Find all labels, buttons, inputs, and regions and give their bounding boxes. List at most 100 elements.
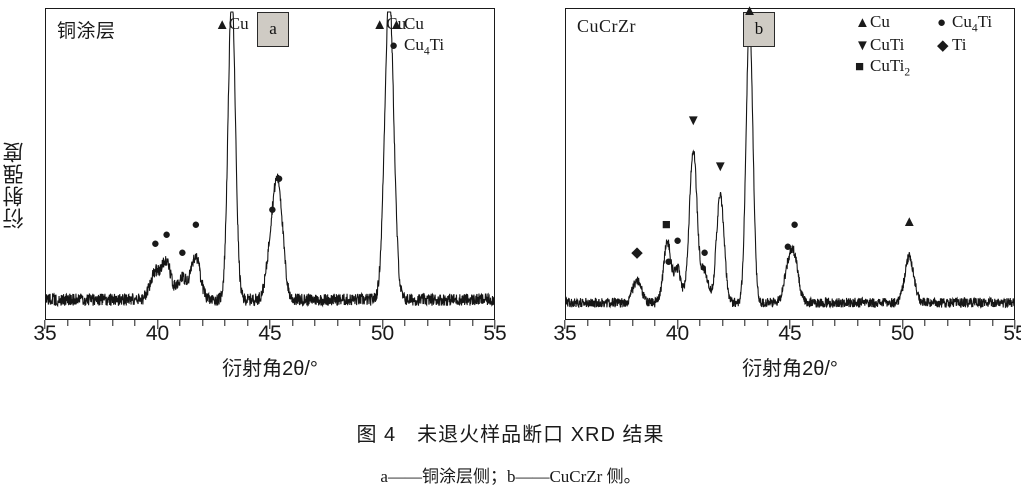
sample-name-b: CuCrZr	[577, 16, 636, 36]
x-axis-ticks-b	[564, 320, 1016, 329]
legend-label-cu: Cu	[404, 14, 424, 33]
peak-marker-cu4ti: ●	[177, 244, 187, 261]
x-tick-label: 40	[145, 322, 170, 345]
triangle-up-icon: ▲	[214, 17, 230, 33]
peak-marker-cu4ti: ●	[699, 244, 710, 261]
panel-b: 衍射强度 b CuCrZr ▲ Cu ● Cu4Ti	[512, 0, 1021, 400]
x-tick	[969, 320, 971, 326]
panel-a: 衍射强度 a 铜涂层 ▲ Cu ● Cu4Ti ▲ Cu	[0, 0, 510, 400]
figure-caption: 图 4 未退火样品断口 XRD 结果	[356, 424, 665, 446]
x-tick-label: 35	[553, 322, 577, 345]
x-axis-label-a: 衍射角2θ/°	[222, 358, 318, 380]
xrd-trace-b	[565, 8, 1015, 320]
sample-name-a: 铜涂层	[57, 21, 116, 42]
y-axis-label-a: 衍射强度	[3, 141, 26, 229]
x-tick	[449, 320, 451, 326]
x-tick	[179, 320, 181, 326]
legend-a: ▲ Cu ● Cu4Ti	[389, 14, 444, 58]
panel-tag-a: a	[257, 12, 289, 47]
xrd-trace-a	[45, 8, 495, 320]
x-tick-label: 50	[370, 322, 395, 345]
x-tick	[269, 320, 271, 329]
x-tick-label: 55	[483, 322, 507, 345]
peak-callout-cu-43: ▲ Cu	[215, 14, 249, 34]
x-tick	[879, 320, 881, 326]
legend-b: ▲ Cu ● Cu4Ti ▼ CuTi ◆ Ti	[855, 12, 1019, 79]
legend-row: ● Cu4Ti	[389, 35, 444, 58]
x-tick	[1014, 320, 1016, 329]
circle-icon: ●	[937, 15, 947, 31]
x-tick	[924, 320, 926, 326]
peak-callout-cu-50: ▲ Cu	[372, 14, 406, 34]
x-tick-label: 50	[890, 322, 915, 345]
legend-label-ti: Ti	[952, 35, 967, 55]
x-tick	[676, 320, 679, 329]
plot-frame-b	[565, 8, 1015, 320]
plot-area-a: a 铜涂层 ▲ Cu ● Cu4Ti ▲ Cu ▲ Cu ● ● ● ● ●	[44, 8, 496, 329]
legend-entry-cuti2: ■ CuTi2	[855, 56, 937, 79]
x-tick	[156, 320, 159, 329]
x-tick	[811, 320, 814, 326]
x-tick	[856, 320, 859, 326]
figure-subcaption: a——铜涂层侧；b——CuCrZr 侧。	[380, 467, 641, 486]
legend-row: ▲ Cu ● Cu4Ti	[855, 12, 1019, 35]
x-tick	[471, 320, 474, 326]
peak-marker-ti: ◆	[631, 244, 643, 261]
x-tick	[66, 320, 69, 326]
x-tick	[654, 320, 656, 326]
triangle-up-icon: ▲	[855, 15, 870, 31]
legend-entry-cu4ti: ● Cu4Ti	[937, 12, 1019, 35]
x-tick	[564, 320, 566, 329]
x-tick	[631, 320, 634, 326]
x-tick	[381, 320, 384, 329]
legend-label-cuti: CuTi	[870, 35, 905, 55]
peak-marker-cu4ti: ●	[161, 226, 172, 243]
x-tick	[744, 320, 746, 326]
x-tick	[246, 320, 249, 326]
x-tick	[224, 320, 226, 326]
x-tick	[991, 320, 994, 326]
x-tick	[111, 320, 114, 326]
x-tick	[134, 320, 136, 326]
x-tick	[834, 320, 836, 326]
legend-label-cuti2: CuTi2	[870, 55, 911, 79]
plot-frame-a	[45, 8, 495, 320]
plot-area-b: b CuCrZr ▲ Cu ● Cu4Ti ▼ CuTi	[564, 4, 1016, 329]
peak-marker-cuti2: ■	[661, 217, 671, 234]
circle-icon: ●	[389, 37, 399, 54]
peak-marker-cuti: ▼	[712, 159, 728, 176]
x-tick	[609, 320, 611, 326]
peak-marker-cu: ▲	[742, 3, 757, 20]
x-tick-label: 45	[258, 322, 282, 345]
triangle-up-icon: ▲	[389, 17, 404, 33]
x-tick-label: 45	[778, 322, 802, 345]
peak-marker-cu: ▲	[901, 214, 917, 231]
peak-marker-cu4ti: ●	[191, 217, 201, 234]
x-tick-label: 35	[33, 322, 57, 345]
x-tick	[44, 320, 46, 329]
panel-tag-b: b	[743, 12, 775, 47]
peak-marker-cu4ti: ●	[274, 171, 284, 188]
x-axis-tick-labels-b: 35 40 45 50 55	[553, 322, 1021, 348]
triangle-down-icon: ▼	[855, 38, 870, 55]
x-axis-label-b: 衍射角2θ/°	[742, 358, 838, 380]
peak-marker-cu4ti: ●	[663, 254, 674, 271]
x-tick	[201, 320, 204, 326]
peak-marker-cu4ti: ●	[672, 232, 683, 249]
legend-entry-cu: ▲ Cu	[855, 12, 937, 33]
x-tick	[789, 320, 791, 329]
x-tick	[426, 320, 429, 326]
x-tick	[901, 320, 904, 329]
x-tick	[359, 320, 361, 326]
x-axis-tick-labels-a: 35 40 45 50 55	[33, 322, 506, 348]
legend-label-cu4ti: Cu4Ti	[404, 34, 445, 58]
legend-entry-ti: ◆ Ti	[937, 35, 1019, 56]
peak-marker-cu4ti: ●	[150, 235, 160, 252]
diamond-icon: ◆	[937, 38, 949, 55]
peak-callout-label: Cu	[386, 14, 407, 33]
square-icon: ■	[855, 58, 865, 75]
x-tick	[336, 320, 339, 326]
x-tick	[699, 320, 701, 326]
legend-row: ▼ CuTi ◆ Ti	[855, 35, 1019, 56]
